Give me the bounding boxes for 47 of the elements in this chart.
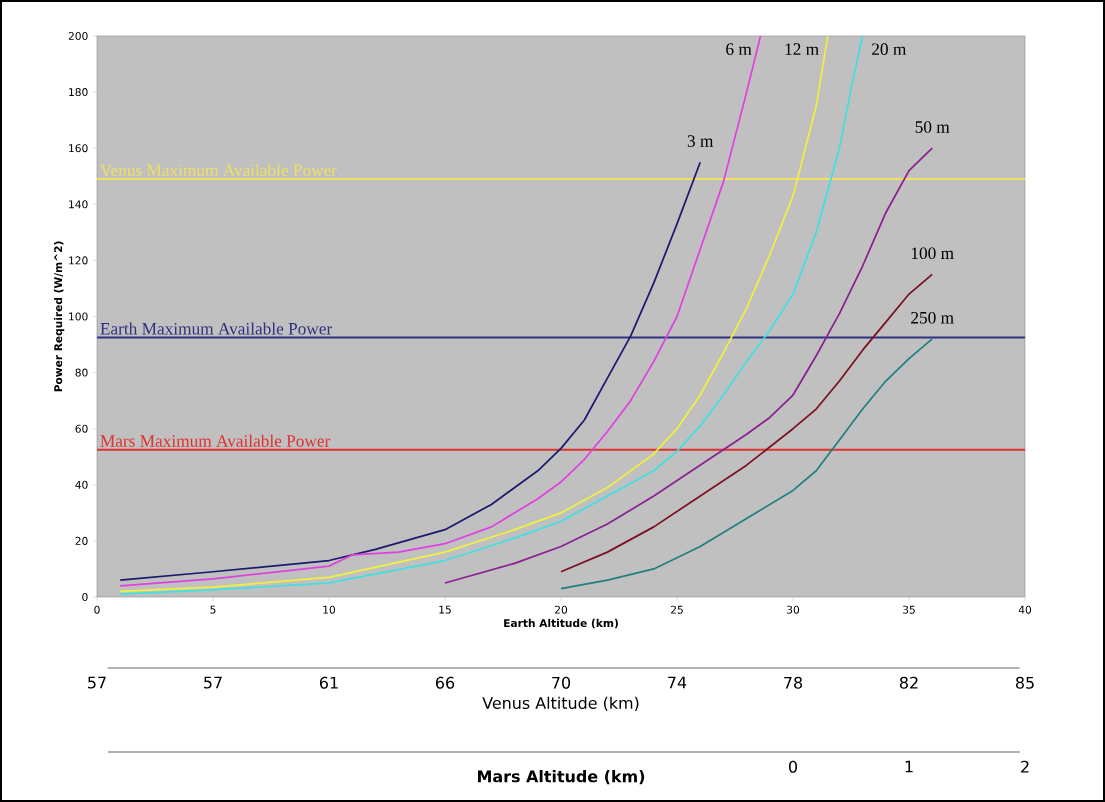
y-tick-label: 180 <box>69 88 88 97</box>
ref-line-label: Earth Maximum Available Power <box>100 322 333 335</box>
y-tick-label: 200 <box>68 31 88 41</box>
line-series <box>560 338 934 590</box>
series-label: 20 m <box>872 43 907 55</box>
x-tick-label: 5 <box>210 605 216 614</box>
y-tick-label: 40 <box>75 480 88 489</box>
x-tick-label: 25 <box>671 605 683 614</box>
ref-line-label: Venus Maximum Available Power <box>100 163 337 177</box>
text: Mars Altitude (km) <box>478 770 645 785</box>
y-tick-label: 80 <box>75 368 88 377</box>
text: 1 <box>905 760 913 773</box>
x-tick-label: 0 <box>94 605 100 614</box>
text: 57 <box>204 676 222 689</box>
text: 66 <box>435 676 455 689</box>
x-axis-title: Earth Altitude (km) <box>504 618 618 629</box>
y-tick-label: 0 <box>82 592 88 602</box>
text: 74 <box>668 676 687 689</box>
y-tick-label: 140 <box>69 200 88 209</box>
text: 78 <box>784 676 803 689</box>
text: Venus Altitude (km) <box>482 696 639 711</box>
ref-line-label: Mars Maximum Available Power <box>100 434 331 447</box>
text: 0 <box>788 760 798 773</box>
x-tick-label: 35 <box>903 605 915 614</box>
text: 82 <box>899 676 918 689</box>
y-tick-label: 120 <box>69 256 88 265</box>
x-tick-label: 20 <box>555 605 568 614</box>
series-label: 100 m <box>911 247 954 260</box>
y-tick-label: 100 <box>69 312 88 321</box>
text: 70 <box>552 676 571 689</box>
x-tick-label: 30 <box>787 605 800 614</box>
text: 2 <box>1021 760 1029 773</box>
y-axis-title: Power Required (W/m^2) <box>53 241 65 392</box>
series-label: 12 m <box>785 43 819 55</box>
x-tick-label: 15 <box>439 605 451 614</box>
series-label: 3 m <box>687 135 714 147</box>
x-tick-label: 10 <box>323 605 336 614</box>
y-tick-label: 20 <box>75 536 88 545</box>
x-tick-label: 40 <box>1018 605 1032 614</box>
series-label: 6 m <box>726 43 752 55</box>
text: 61 <box>319 676 338 689</box>
text: 57 <box>88 676 106 689</box>
series-label: 250 m <box>911 311 954 324</box>
y-tick-label: 160 <box>69 144 88 153</box>
y-tick-label: 60 <box>75 424 88 433</box>
text: 85 <box>1015 676 1034 689</box>
series-label: 50 m <box>915 121 950 133</box>
